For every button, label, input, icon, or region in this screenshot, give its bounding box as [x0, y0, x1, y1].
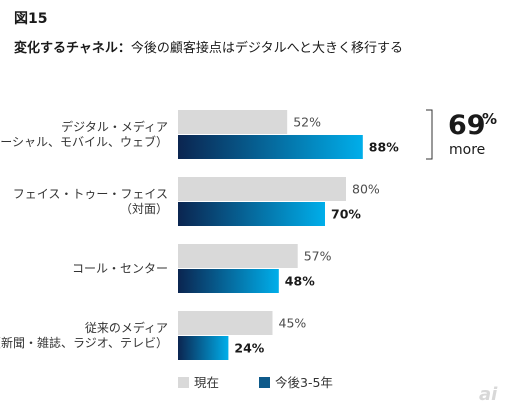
label-current-3: 45%: [279, 316, 307, 331]
category-label-0: デジタル・メディア: [61, 119, 168, 134]
callout-number: 69: [448, 110, 486, 141]
label-current-1: 80%: [352, 182, 380, 197]
legend-swatch-future: [259, 377, 270, 388]
category-label-1-sub: （対面）: [120, 202, 168, 216]
legend: 現在 今後3-5年: [178, 375, 333, 390]
bar-future-2: [178, 269, 279, 293]
label-current-2: 57%: [304, 249, 332, 264]
bar-future-1: [178, 202, 325, 226]
callout-more: more: [449, 142, 485, 158]
category-label-2: コール・センター: [72, 262, 168, 276]
legend-swatch-current: [178, 377, 189, 388]
callout-bracket: [426, 109, 433, 160]
title-sub: 今後の顧客接点はデジタルへと大きく移行する: [130, 41, 403, 56]
bar-current-1: [178, 177, 346, 201]
legend-label-future: 今後3-5年: [275, 375, 333, 390]
chart-title: 変化するチャネル：今後の顧客接点はデジタルへと大きく移行する: [14, 37, 403, 56]
bar-current-0: [178, 110, 288, 134]
legend-label-current: 現在: [194, 375, 219, 390]
bars-group: 52% 88% デジタル・メディア（ソーシャル、モバイル、ウェブ） 80% 70% フェイ…: [0, 110, 399, 360]
title-main: 変化するチャネル：: [14, 41, 131, 56]
label-future-0: 88%: [369, 140, 399, 155]
watermark-logo: ai: [479, 384, 498, 405]
bar-future-3: [178, 336, 229, 360]
callout-percent: %: [482, 110, 497, 128]
category-label-1: フェイス・トゥー・フェイス: [13, 187, 168, 201]
category-label-0-sub: （ソーシャル、モバイル、ウェブ）: [0, 134, 168, 149]
bar-current-2: [178, 244, 298, 268]
increase-callout: 69% more: [426, 109, 497, 160]
label-future-1: 70%: [331, 207, 361, 222]
label-current-0: 52%: [293, 115, 321, 130]
bar-future-0: [178, 135, 363, 159]
figure-label: 図15: [14, 11, 48, 27]
bar-current-3: [178, 311, 273, 335]
label-future-3: 24%: [234, 341, 264, 356]
category-label-3-sub: （新聞・雑誌、ラジオ、テレビ）: [0, 335, 168, 350]
category-label-3: 従来のメディア: [85, 320, 168, 335]
label-future-2: 48%: [285, 274, 315, 289]
